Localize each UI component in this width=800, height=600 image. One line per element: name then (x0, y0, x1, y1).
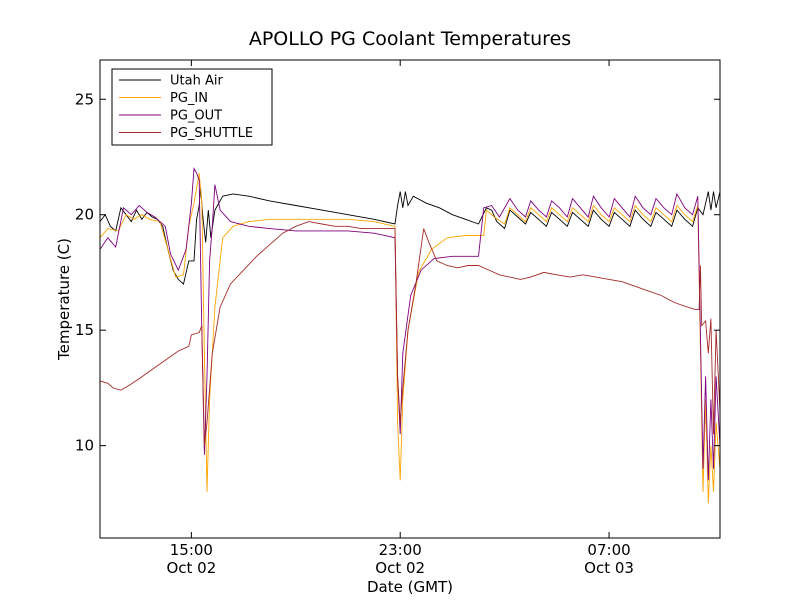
y-tick-label: 25 (75, 90, 94, 108)
series-group (100, 166, 720, 504)
y-axis-title: Temperature (C) (55, 238, 73, 361)
x-tick-label-date: Oct 02 (375, 559, 425, 577)
legend-label-utah-air: Utah Air (170, 74, 223, 89)
y-tick-label: 15 (75, 321, 94, 339)
series-line-utah-air (100, 186, 720, 285)
chart-title: APOLLO PG Coolant Temperatures (249, 28, 571, 50)
x-tick-label-date: Oct 03 (584, 559, 634, 577)
series-line-pg-shuttle (100, 221, 720, 446)
series-line-pg-in (100, 173, 720, 504)
x-tick-label-date: Oct 02 (166, 559, 216, 577)
legend-label-pg-in: PG_IN (170, 91, 208, 106)
y-tick-label: 20 (75, 206, 94, 224)
y-tick-label: 10 (75, 437, 94, 455)
x-tick-label-time: 23:00 (379, 541, 422, 559)
plot-area-frame (99, 59, 721, 539)
series-line-pg-out (100, 166, 720, 481)
legend: Utah Air PG_IN PG_OUT PG_SHUTTLE (111, 68, 273, 146)
series-lines (100, 166, 720, 504)
x-axis-title: Date (GMT) (367, 578, 453, 596)
x-tick-label-time: 15:00 (170, 541, 213, 559)
x-tick-label-time: 07:00 (587, 541, 630, 559)
legend-label-pg-shuttle: PG_SHUTTLE (170, 126, 253, 141)
legend-label-pg-out: PG_OUT (170, 109, 222, 124)
